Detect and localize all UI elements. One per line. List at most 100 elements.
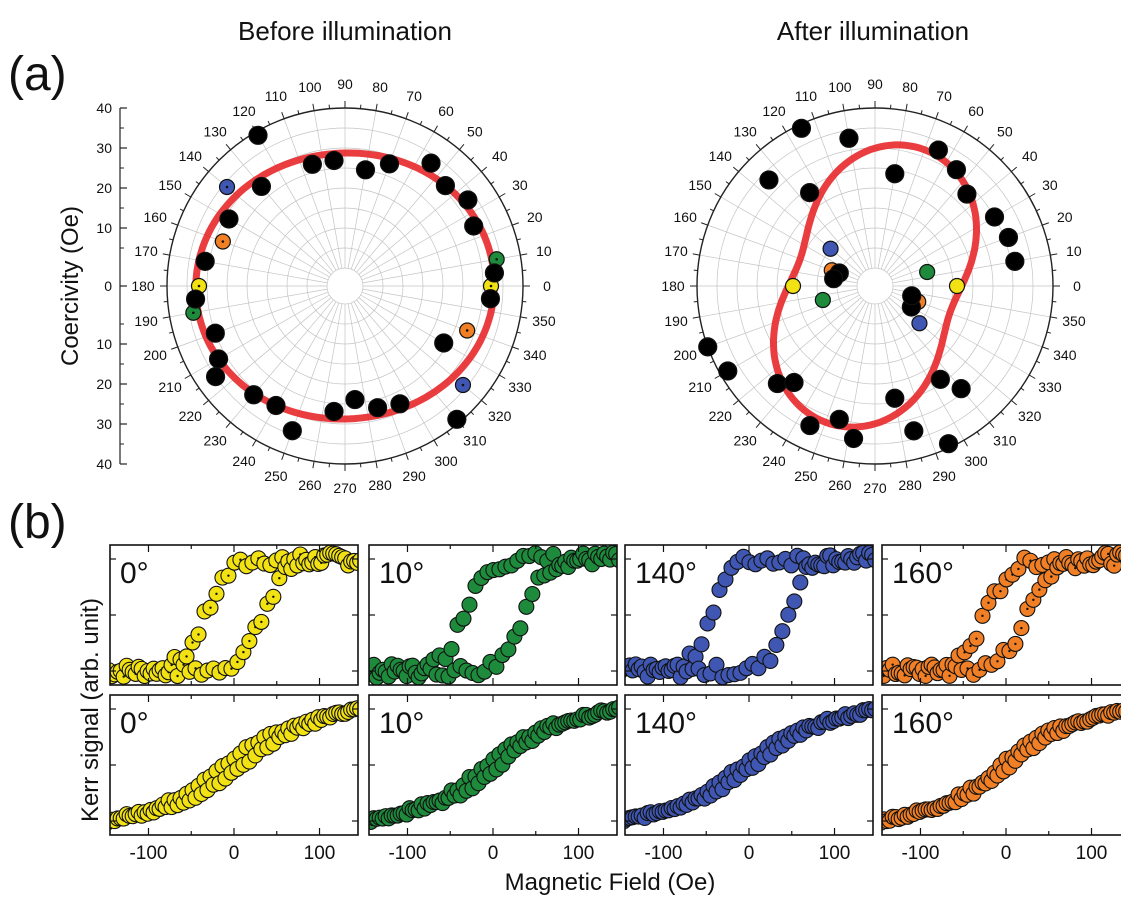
kerr-xtick-label: -100 [644,843,682,864]
polar-angle-label: 100 [828,79,852,95]
polar-tick [499,375,505,379]
polar-tick [936,453,938,460]
kerr-point-dot [891,663,893,665]
polar-point-black [448,410,466,428]
polar-angle-label: 120 [232,103,256,119]
polar-chart-after: 0102030405060708090100110120130140150160… [661,76,1086,496]
polar-angle-label: 300 [964,453,988,469]
kerr-xlabel: Magnetic Field (Oe) [505,869,716,895]
polar-tick [481,167,486,171]
polar-tick [216,157,219,160]
polar-tick [964,126,968,132]
polar-tick [313,461,314,468]
polar-point-black [947,161,965,179]
polar-tick [185,194,191,198]
polar-tick [693,254,700,255]
kerr-point-blue [781,607,796,622]
polar-point-black [459,191,477,209]
polar-angle-label: 290 [932,468,956,484]
polar-tick [699,239,703,240]
polar-tick [420,447,422,451]
polar-tick [517,332,521,333]
polar-tick [471,157,474,160]
polar-point-black [220,210,238,228]
polar-tick [406,112,408,119]
kerr-panel-label: 0° [120,557,149,590]
polar-tick [906,104,907,111]
polar-tick [226,144,230,149]
polar-point-black [801,184,819,202]
polar-angle-label: 50 [467,123,483,139]
polar-angle-label: 10 [536,243,552,259]
polar-point-dot [198,285,201,288]
kerr-point-dot [981,615,983,617]
polar-point-black [830,410,848,428]
polar-point-black [207,368,225,386]
kerr-point-blue [769,637,784,652]
polar-point-black [886,389,904,407]
polar-tick [241,432,243,435]
polar-tick [520,254,527,255]
polar-tick [701,223,708,225]
kerr-point-green [525,587,540,602]
kerr-point-dot [1017,568,1019,570]
polar-tick [906,461,907,468]
panel-label-b: (b) [8,496,67,549]
polar-angle-label: 350 [532,313,556,329]
polar-angle-label: 110 [265,88,288,104]
polar-tick [936,112,938,119]
radial-axis-label: 20 [96,180,112,196]
polar-tick [1036,209,1040,211]
polar-tick [1021,388,1024,390]
kerr-point-dot [975,637,977,639]
radial-axis-label: 40 [96,456,112,472]
kerr-point-dot [1050,575,1052,577]
polar-tick [1047,239,1051,240]
kerr-ylabel: Kerr signal (arb. unit) [77,598,104,822]
polar-tick [420,121,422,125]
polar-angle-label: 100 [298,79,322,95]
kerr-point-dot [278,577,280,579]
polar-point-yellow [786,279,801,294]
kerr-point-dot [987,602,989,604]
polar-angle-label: 210 [158,379,182,395]
kerr-point-dot [266,603,268,605]
polar-tick [491,388,494,390]
polar-title-before: Before illumination [238,16,452,46]
polar-tick [406,453,408,460]
kerr-point-dot [260,621,262,623]
polar-angle-label: 320 [1018,408,1042,424]
kerr-point-dot [948,675,950,677]
polar-tick [733,400,738,404]
kerr-xtick-label: -100 [129,843,167,864]
polar-tick [506,209,510,211]
polar-point-black [801,417,819,435]
polar-tick [506,361,510,363]
polar-point-dot [490,285,493,288]
polar-angle-label: 160 [144,209,168,225]
polar-point-black [210,350,228,368]
kerr-point-dot [105,670,107,672]
polar-point-black [825,270,843,288]
polar-angle-label: 160 [674,209,698,225]
kerr-point-dot [248,640,250,642]
polar-tick [828,458,829,462]
polar-angle-label: 240 [232,453,256,469]
polar-tick [447,137,449,140]
polar-point-black [249,126,267,144]
radial-axis-label: 20 [96,376,112,392]
polar-tick [977,432,979,435]
polar-tick [169,239,173,240]
polar-angle-label: 220 [709,408,733,424]
polar-tick [1050,254,1057,255]
kerr-point-dot [242,651,244,653]
polar-tick [241,137,243,140]
polar-ring [857,268,893,304]
polar-chart-before: 0102030405060708090100110120130140150160… [131,76,556,496]
kerr-point-dot [1026,608,1028,610]
polar-point-black [845,430,863,448]
polar-point-black [785,374,803,392]
polar-angle-label: 350 [1062,313,1086,329]
